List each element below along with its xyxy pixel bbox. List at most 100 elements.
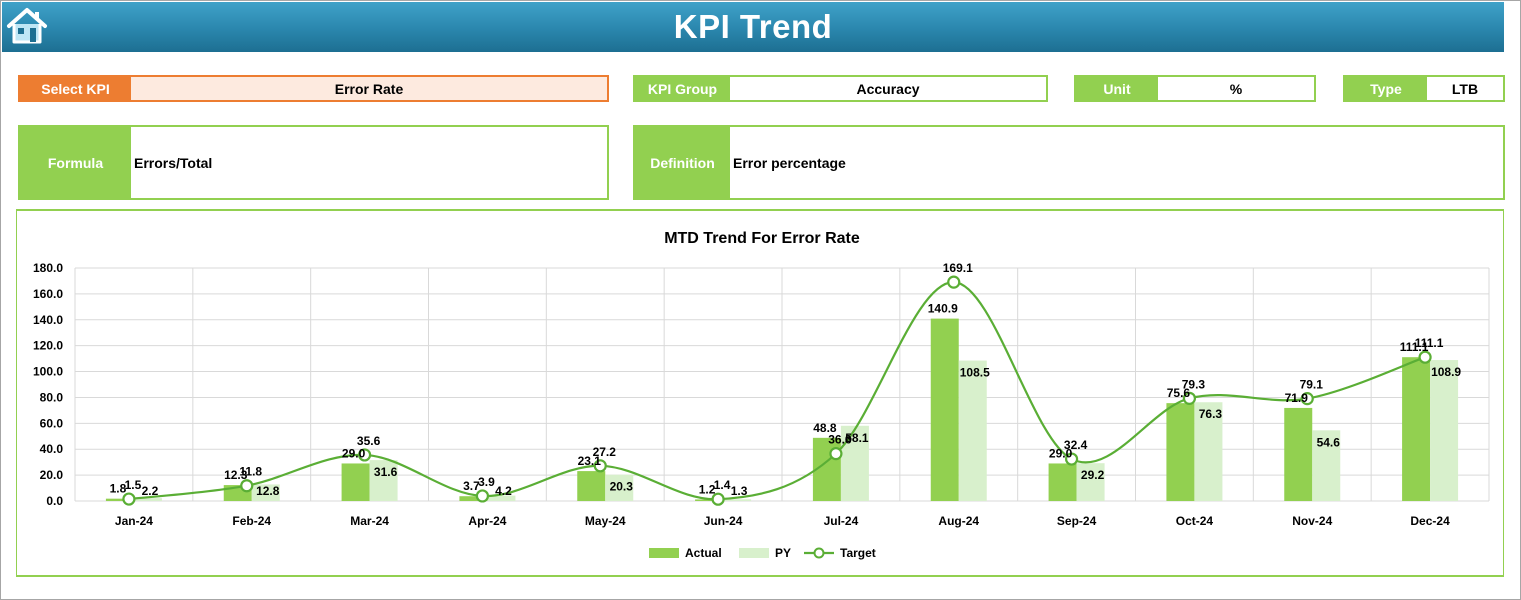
actual-data-label: 3.7	[463, 479, 480, 493]
actual-bar	[1402, 357, 1431, 501]
actual-bar	[341, 463, 370, 501]
target-data-label: 35.6	[357, 434, 381, 448]
target-point	[593, 459, 607, 473]
chart-title: MTD Trend For Error Rate	[664, 230, 860, 247]
target-point	[1182, 391, 1197, 405]
target-point	[829, 447, 843, 461]
mtd-trend-chart: MTD Trend For Error Rate 0.0 20.0 40.0 60.0 8…	[33, 230, 1490, 560]
y-tick-label: 0.0	[46, 494, 63, 508]
target-point	[711, 492, 725, 506]
y-tick-label: 120.0	[33, 339, 63, 353]
x-tick-label: Jul-24	[824, 514, 859, 528]
formula-label: Formula	[20, 127, 131, 198]
actual-bar	[577, 471, 606, 501]
definition-box: Definition Error percentage	[633, 125, 1505, 200]
py-data-label: 20.3	[610, 480, 634, 494]
py-data-label: 1.3	[731, 484, 748, 498]
y-tick-label: 60.0	[40, 416, 64, 430]
py-bar	[1194, 402, 1223, 501]
kpi-group-label: KPI Group	[635, 77, 730, 100]
py-bar	[840, 425, 869, 501]
target-point	[122, 492, 136, 506]
actual-data-label: 111.1	[1400, 340, 1429, 354]
type-label: Type	[1345, 77, 1427, 100]
unit-value: %	[1229, 80, 1243, 97]
target-point	[947, 275, 961, 289]
legend-label: PY	[775, 546, 791, 560]
py-data-label: 108.5	[960, 366, 990, 380]
y-tick-label: 40.0	[40, 442, 64, 456]
target-data-label: 36.6	[828, 433, 852, 447]
target-point	[357, 448, 372, 462]
actual-data-label: 23.1	[578, 454, 602, 468]
definition-label: Definition	[635, 127, 730, 198]
legend-label: Actual	[685, 546, 722, 560]
actual-data-label: 29.0	[342, 446, 366, 460]
target-data-label: 32.4	[1064, 438, 1088, 452]
py-bar	[251, 484, 280, 501]
py-bar	[1430, 360, 1459, 501]
x-tick-label: Apr-24	[468, 514, 506, 528]
actual-data-label: 1.8	[110, 482, 127, 496]
actual-bar	[695, 499, 724, 501]
kpi-group-field: KPI Group Accuracy	[633, 75, 1048, 102]
y-tick-label: 160.0	[33, 287, 63, 301]
py-data-label: 58.1	[845, 431, 869, 445]
formula-value: Errors/Total	[134, 154, 213, 171]
x-tick-label: Oct-24	[1176, 514, 1214, 528]
py-data-label: 29.2	[1081, 468, 1105, 482]
target-point	[1064, 452, 1079, 466]
py-data-label: 12.8	[256, 484, 280, 498]
x-tick-label: Mar-24	[350, 514, 389, 528]
x-tick-label: Feb-24	[232, 514, 271, 528]
py-data-label: 76.3	[1199, 407, 1223, 421]
select-kpi-field[interactable]: Select KPI Error Rate	[18, 75, 609, 102]
y-tick-label: 180.0	[33, 261, 63, 275]
x-tick-label: Jun-24	[704, 514, 743, 528]
select-kpi-dropdown[interactable]: Error Rate	[131, 77, 607, 100]
py-data-label: 108.9	[1431, 365, 1461, 379]
y-tick-label: 100.0	[33, 365, 63, 379]
py-bar	[369, 460, 398, 501]
x-tick-label: Sep-24	[1057, 514, 1097, 528]
legend-swatch	[739, 548, 769, 558]
x-tick-label: Jan-24	[115, 514, 153, 528]
header-bar: KPI Trend	[2, 2, 1504, 52]
y-tick-label: 140.0	[33, 313, 63, 327]
x-tick-label: Aug-24	[938, 514, 979, 528]
formula-box: Formula Errors/Total	[18, 125, 609, 200]
home-icon[interactable]	[6, 6, 48, 46]
target-data-label: 3.9	[478, 475, 495, 489]
y-tick-label: 20.0	[40, 468, 64, 482]
actual-bar	[1166, 403, 1195, 501]
actual-bar	[1048, 463, 1077, 501]
actual-data-label: 12.3	[224, 468, 248, 482]
target-data-label: 1.5	[125, 478, 142, 492]
actual-data-label: 29.0	[1049, 446, 1073, 460]
py-data-label: 54.6	[1317, 435, 1341, 449]
actual-bar	[930, 318, 959, 501]
actual-data-label: 75.6	[1167, 386, 1191, 400]
definition-value: Error percentage	[733, 154, 846, 171]
chart-panel: MTD Trend For Error Rate 0.0 20.0 40.0 60.0 8…	[16, 209, 1504, 577]
kpi-group-value: Accuracy	[856, 80, 920, 97]
target-line	[128, 281, 1426, 501]
unit-label: Unit	[1076, 77, 1158, 100]
actual-bar	[1284, 407, 1313, 501]
target-data-label: 1.4	[714, 478, 731, 492]
actual-data-label: 71.9	[1285, 391, 1309, 405]
y-tick-label: 80.0	[40, 390, 64, 404]
target-point	[475, 489, 490, 503]
x-tick-label: Dec-24	[1410, 514, 1450, 528]
target-data-label: 111.1	[1415, 336, 1444, 350]
target-point	[1300, 392, 1314, 406]
x-tick-label: Nov-24	[1292, 514, 1332, 528]
legend-label: Target	[840, 546, 876, 560]
unit-field: Unit %	[1074, 75, 1316, 102]
py-bar	[133, 498, 162, 501]
target-data-label: 79.1	[1300, 378, 1324, 392]
target-point	[240, 479, 254, 493]
target-data-label: 79.3	[1182, 377, 1206, 391]
py-data-label: 4.2	[495, 484, 512, 498]
target-data-label: 169.1	[943, 261, 973, 275]
